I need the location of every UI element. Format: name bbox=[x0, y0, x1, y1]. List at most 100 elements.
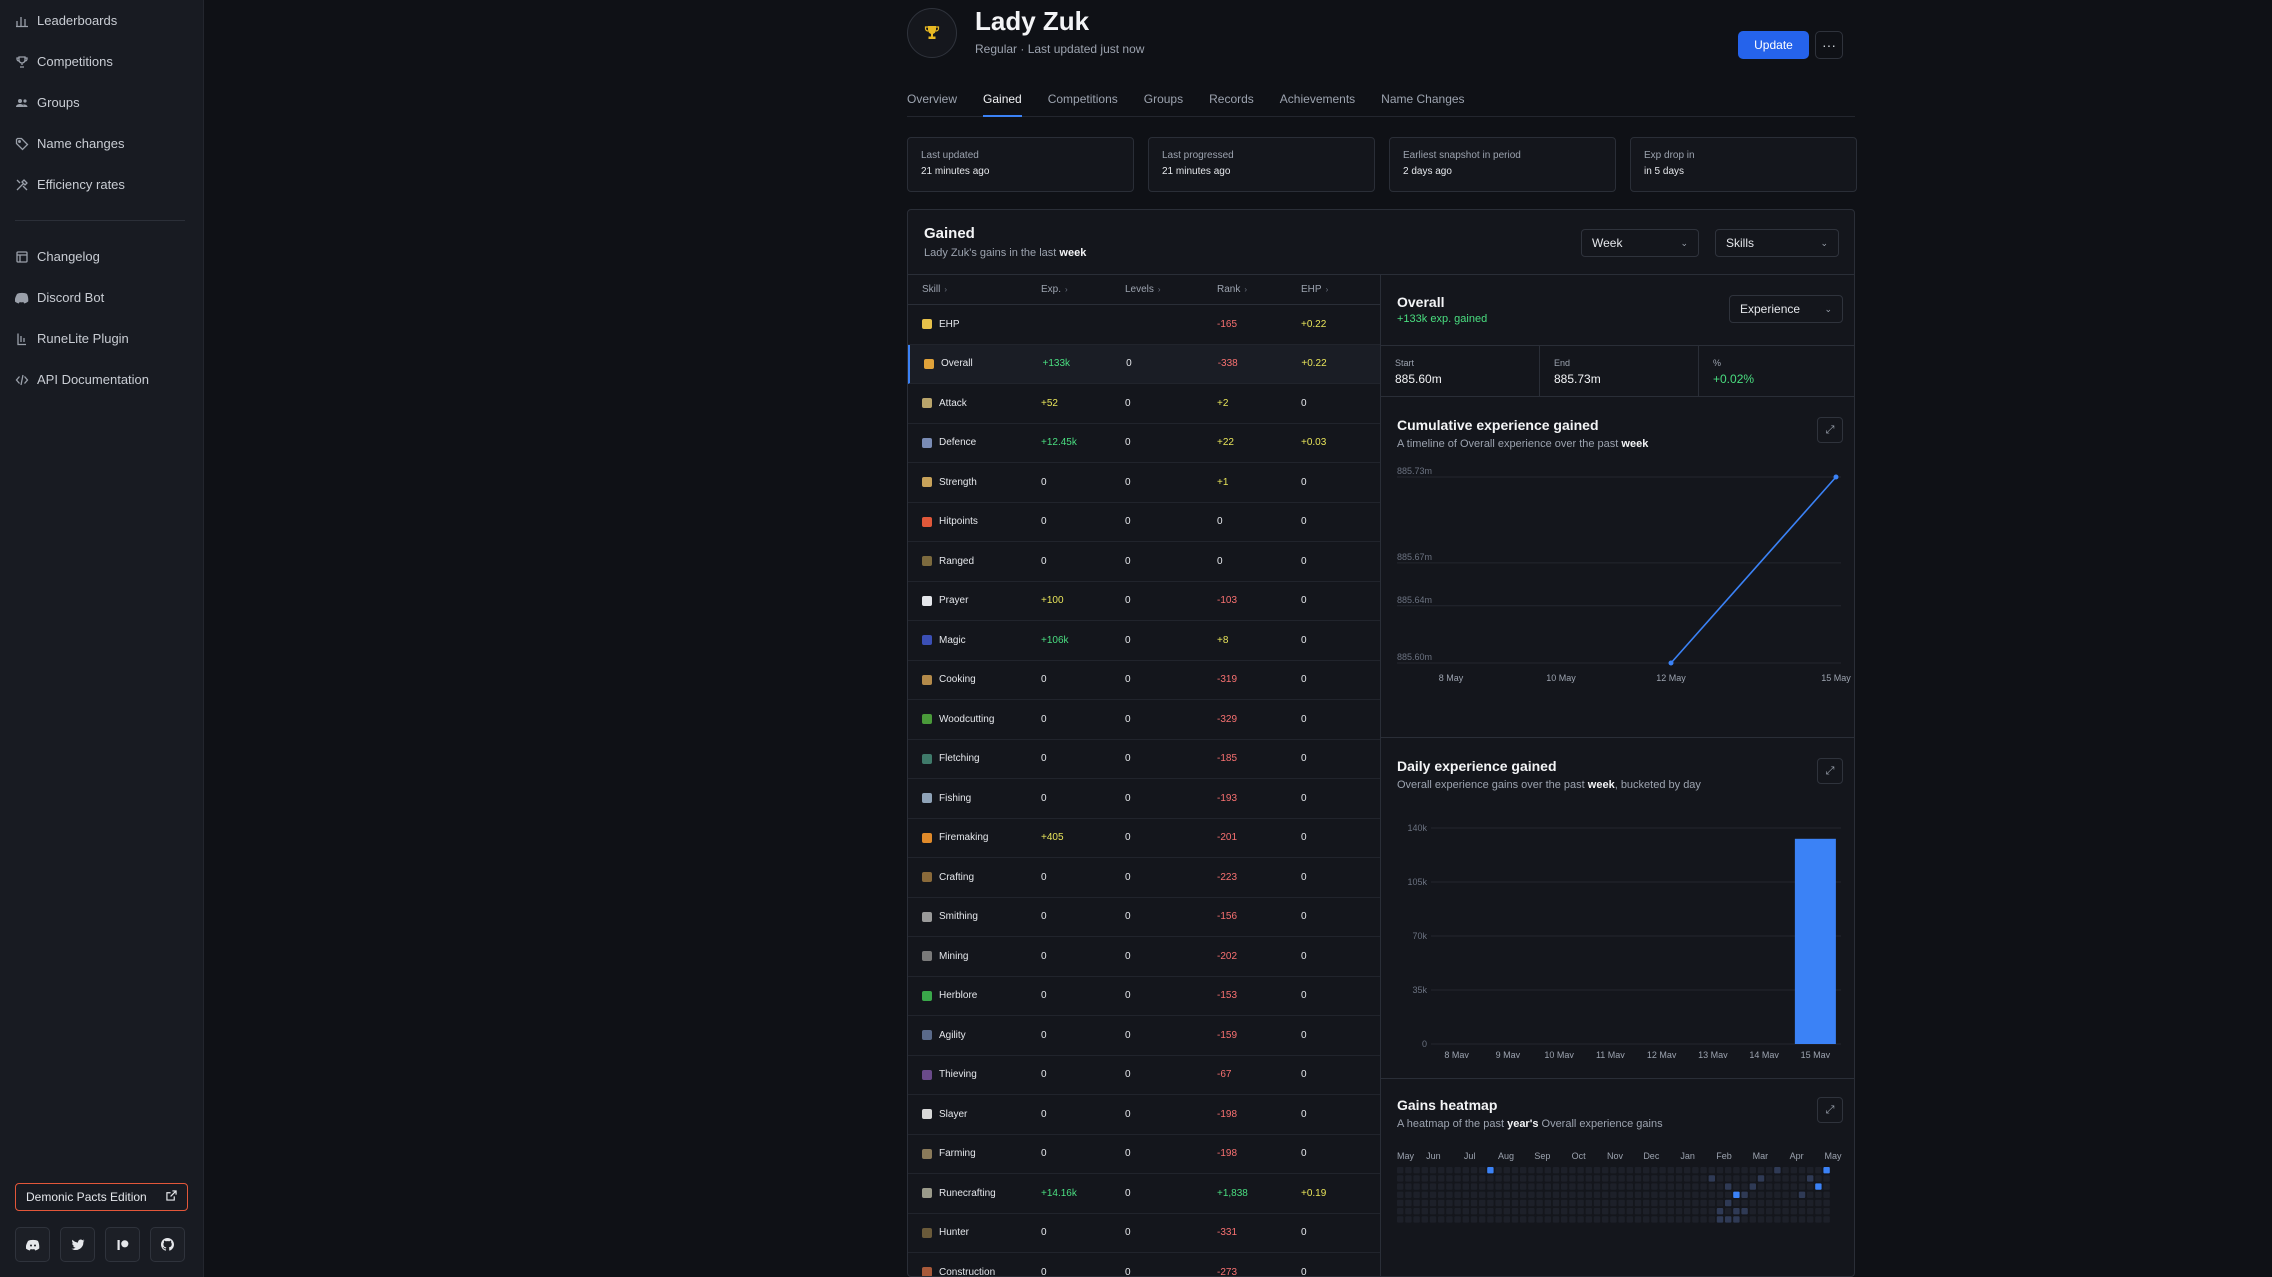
table-row[interactable]: Agility 0 0 -159 0 bbox=[908, 1016, 1380, 1056]
heatmap-cell[interactable] bbox=[1397, 1208, 1404, 1215]
heatmap-cell[interactable] bbox=[1544, 1191, 1551, 1198]
heatmap-cell[interactable] bbox=[1470, 1167, 1478, 1174]
column-header-ehp[interactable]: EHP › bbox=[1301, 284, 1380, 295]
heatmap-cell[interactable] bbox=[1634, 1199, 1642, 1207]
heatmap-cell[interactable] bbox=[1716, 1183, 1724, 1190]
heatmap-cell[interactable] bbox=[1413, 1216, 1420, 1223]
heatmap-cell[interactable] bbox=[1823, 1175, 1830, 1182]
heatmap-cell[interactable] bbox=[1561, 1208, 1568, 1215]
heatmap-cell[interactable] bbox=[1495, 1175, 1502, 1182]
sidebar-item-leaderboards[interactable]: Leaderboards bbox=[0, 0, 203, 41]
heatmap-cell[interactable] bbox=[1520, 1191, 1527, 1198]
heatmap-cell[interactable] bbox=[1725, 1199, 1732, 1207]
heatmap-cell[interactable] bbox=[1438, 1183, 1445, 1190]
table-row[interactable]: Smithing 0 0 -156 0 bbox=[908, 898, 1380, 937]
heatmap-cell[interactable] bbox=[1438, 1208, 1445, 1215]
heatmap-cell[interactable] bbox=[1757, 1191, 1765, 1198]
heatmap-cell[interactable] bbox=[1610, 1208, 1617, 1215]
heatmap-cell[interactable] bbox=[1823, 1167, 1830, 1174]
heatmap-cell[interactable] bbox=[1561, 1199, 1568, 1207]
heatmap-cell[interactable] bbox=[1733, 1208, 1740, 1215]
heatmap-cell[interactable] bbox=[1585, 1199, 1592, 1207]
heatmap-cell[interactable] bbox=[1823, 1208, 1830, 1215]
experience-select[interactable]: Experience ⌄ bbox=[1729, 295, 1843, 323]
heatmap-cell[interactable] bbox=[1807, 1216, 1814, 1223]
heatmap-cell[interactable] bbox=[1446, 1167, 1453, 1174]
heatmap-cell[interactable] bbox=[1667, 1208, 1674, 1215]
heatmap-cell[interactable] bbox=[1602, 1216, 1609, 1223]
table-row[interactable]: Overall +133k 0 -338 +0.22 bbox=[908, 344, 1380, 384]
expand-icon[interactable]: ⤢ bbox=[1817, 1097, 1843, 1123]
table-row[interactable]: Firemaking +405 0 -201 0 bbox=[908, 819, 1380, 858]
column-header-skill[interactable]: Skill › bbox=[908, 284, 1041, 295]
heatmap-cell[interactable] bbox=[1749, 1175, 1756, 1182]
heatmap-cell[interactable] bbox=[1667, 1167, 1674, 1174]
heatmap-cell[interactable] bbox=[1552, 1191, 1560, 1198]
heatmap-cell[interactable] bbox=[1774, 1216, 1781, 1223]
heatmap-cell[interactable] bbox=[1544, 1199, 1551, 1207]
heatmap-cell[interactable] bbox=[1561, 1175, 1568, 1182]
heatmap-cell[interactable] bbox=[1593, 1167, 1601, 1174]
heatmap-cell[interactable] bbox=[1544, 1216, 1551, 1223]
heatmap-cell[interactable] bbox=[1766, 1167, 1773, 1174]
heatmap-cell[interactable] bbox=[1684, 1183, 1691, 1190]
heatmap-cell[interactable] bbox=[1429, 1167, 1437, 1174]
heatmap-cell[interactable] bbox=[1577, 1183, 1584, 1190]
heatmap-cell[interactable] bbox=[1569, 1216, 1576, 1223]
heatmap-cell[interactable] bbox=[1774, 1208, 1781, 1215]
heatmap-cell[interactable] bbox=[1503, 1175, 1510, 1182]
heatmap-cell[interactable] bbox=[1577, 1199, 1584, 1207]
heatmap-cell[interactable] bbox=[1536, 1167, 1543, 1174]
heatmap-cell[interactable] bbox=[1536, 1191, 1543, 1198]
heatmap-cell[interactable] bbox=[1708, 1167, 1715, 1174]
heatmap-cell[interactable] bbox=[1741, 1216, 1748, 1223]
heatmap-cell[interactable] bbox=[1446, 1199, 1453, 1207]
table-row[interactable]: Construction 0 0 -273 0 bbox=[908, 1253, 1380, 1276]
heatmap-cell[interactable] bbox=[1659, 1183, 1666, 1190]
heatmap-cell[interactable] bbox=[1651, 1216, 1658, 1223]
heatmap-cell[interactable] bbox=[1626, 1208, 1633, 1215]
heatmap-cell[interactable] bbox=[1790, 1183, 1797, 1190]
heatmap-cell[interactable] bbox=[1487, 1216, 1494, 1223]
heatmap-cell[interactable] bbox=[1610, 1199, 1617, 1207]
table-row[interactable]: Runecrafting +14.16k 0 +1,838 +0.19 bbox=[908, 1174, 1380, 1214]
heatmap-cell[interactable] bbox=[1692, 1208, 1699, 1215]
heatmap-cell[interactable] bbox=[1479, 1191, 1486, 1198]
heatmap-cell[interactable] bbox=[1454, 1191, 1461, 1198]
heatmap-cell[interactable] bbox=[1692, 1183, 1699, 1190]
heatmap-cell[interactable] bbox=[1536, 1208, 1543, 1215]
heatmap-cell[interactable] bbox=[1569, 1208, 1576, 1215]
table-row[interactable]: Ranged 0 0 0 0 bbox=[908, 542, 1380, 582]
heatmap-cell[interactable] bbox=[1479, 1175, 1486, 1182]
heatmap-cell[interactable] bbox=[1667, 1191, 1674, 1198]
heatmap-cell[interactable] bbox=[1577, 1208, 1584, 1215]
heatmap-cell[interactable] bbox=[1798, 1167, 1806, 1174]
heatmap-cell[interactable] bbox=[1536, 1175, 1543, 1182]
heatmap-cell[interactable] bbox=[1454, 1199, 1461, 1207]
heatmap-cell[interactable] bbox=[1823, 1199, 1830, 1207]
heatmap-cell[interactable] bbox=[1462, 1175, 1469, 1182]
heatmap-cell[interactable] bbox=[1585, 1183, 1592, 1190]
heatmap-cell[interactable] bbox=[1561, 1191, 1568, 1198]
heatmap-cell[interactable] bbox=[1807, 1175, 1814, 1182]
heatmap-cell[interactable] bbox=[1626, 1183, 1633, 1190]
heatmap-cell[interactable] bbox=[1675, 1167, 1683, 1174]
heatmap-cell[interactable] bbox=[1815, 1175, 1822, 1182]
table-row[interactable]: Prayer +100 0 -103 0 bbox=[908, 582, 1380, 621]
heatmap-cell[interactable] bbox=[1503, 1199, 1510, 1207]
heatmap-cell[interactable] bbox=[1766, 1216, 1773, 1223]
heatmap-cell[interactable] bbox=[1520, 1216, 1527, 1223]
heatmap-cell[interactable] bbox=[1716, 1199, 1724, 1207]
edition-button[interactable]: Demonic Pacts Edition bbox=[15, 1183, 188, 1211]
table-row[interactable]: Fletching 0 0 -185 0 bbox=[908, 740, 1380, 779]
heatmap-cell[interactable] bbox=[1659, 1175, 1666, 1182]
heatmap-cell[interactable] bbox=[1634, 1175, 1642, 1182]
heatmap-cell[interactable] bbox=[1405, 1208, 1412, 1215]
heatmap-cell[interactable] bbox=[1462, 1183, 1469, 1190]
heatmap-cell[interactable] bbox=[1700, 1199, 1707, 1207]
heatmap-cell[interactable] bbox=[1528, 1199, 1535, 1207]
heatmap-cell[interactable] bbox=[1667, 1216, 1674, 1223]
heatmap-cell[interactable] bbox=[1708, 1175, 1715, 1182]
heatmap-cell[interactable] bbox=[1733, 1199, 1740, 1207]
heatmap-cell[interactable] bbox=[1511, 1208, 1519, 1215]
